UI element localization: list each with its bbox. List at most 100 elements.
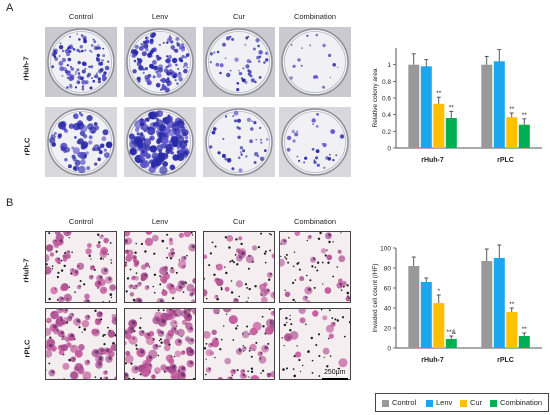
colony-plate-image	[45, 27, 117, 97]
panel-a-col-lenv: Lenv	[151, 12, 169, 21]
panel-b-row-rhuh7: rHuh-7	[21, 258, 31, 283]
invasion-chart-bar-control	[481, 261, 493, 348]
invasion-micrograph-image	[45, 308, 117, 380]
invasion-micrograph-image	[124, 308, 196, 380]
legend-item-control: Control	[382, 398, 416, 407]
colony-plate-svg	[45, 27, 117, 97]
legend-item-lenv: Lenv	[426, 398, 452, 407]
colony-plate-image	[203, 107, 275, 177]
colony-chart-y-tick-label: 0.2	[382, 129, 391, 136]
colony-chart-bar-cur	[506, 117, 518, 148]
invasion-micrograph-svg	[203, 308, 275, 380]
colony-plate-image	[203, 27, 275, 97]
panel-b-col-cur: Cur	[232, 217, 246, 226]
colony-chart-bar-lenv	[420, 66, 432, 148]
colony-plate-image	[279, 107, 351, 177]
colony-chart-y-axis-label: Relative colony area	[372, 68, 379, 127]
panel-b-col-lenv: Lenv	[151, 217, 169, 226]
colony-plate-image	[124, 27, 196, 97]
colony-chart-bar-cur	[433, 103, 445, 148]
panel-a-letter: A	[6, 2, 14, 14]
colony-chart-bar-combination	[518, 124, 530, 148]
legend-swatch-combination	[490, 399, 497, 407]
invasion-chart-y-tick-label: 100	[380, 246, 391, 253]
invasion-chart-y-axis-label: Invaded cell count (/HF)	[372, 263, 379, 332]
legend-swatch-control	[382, 399, 389, 407]
legend-item-combination: Combination	[490, 398, 542, 407]
scale-bar	[322, 378, 348, 380]
colony-plate-svg	[124, 27, 196, 97]
invasion-chart-y-tick-label: 80	[384, 266, 392, 273]
legend-label-lenv: Lenv	[436, 398, 453, 407]
invasion-micrograph-image	[124, 231, 196, 303]
invasion-micrograph-svg	[124, 308, 196, 380]
colony-plate-svg	[124, 107, 196, 177]
invasion-chart-significance-label: **	[522, 326, 528, 333]
invasion-chart-bar-combination	[518, 336, 530, 348]
panel-b-letter: B	[6, 197, 14, 209]
invasion-chart-significance-label: **&	[447, 329, 457, 336]
panel-a-row-rhuh7: rHuh-7	[21, 56, 31, 81]
colony-plate-svg	[203, 27, 275, 97]
colony-plate-svg	[279, 27, 351, 97]
panel-a-col-control: Control	[68, 12, 94, 21]
invasion-chart-y-tick-label: 0	[387, 346, 391, 353]
legend-label-combination: Combination	[500, 398, 543, 407]
invasion-micrograph-image	[279, 308, 351, 380]
colony-chart-y-tick-label: 1	[387, 62, 391, 69]
invasion-micrograph-svg	[203, 231, 275, 303]
colony-plate-svg	[45, 107, 117, 177]
colony-chart-bar-control	[408, 64, 420, 148]
invasion-chart-y-tick-label: 20	[384, 326, 392, 333]
invasion-chart-y-tick-label: 60	[384, 286, 392, 293]
legend-label-cur: Cur	[470, 398, 483, 407]
colony-chart-significance-label: **	[509, 106, 515, 113]
invasion-micrograph-image	[45, 231, 117, 303]
colony-plate-image	[279, 27, 351, 97]
invasion-chart-bar-combination	[445, 339, 457, 348]
colony-plate-image	[124, 107, 196, 177]
panel-b-col-control: Control	[68, 217, 94, 226]
invasion-micrograph-image	[203, 231, 275, 303]
invasion-micrograph-image	[279, 231, 351, 303]
colony-chart-y-tick-label: 0.6	[382, 96, 391, 103]
panel-b-row-rplc: rPLC	[22, 339, 32, 358]
legend-label-control: Control	[392, 398, 417, 407]
invasion-chart-bar-lenv	[493, 258, 505, 348]
invasion-micrograph-svg	[45, 308, 117, 380]
colony-chart-bar-control	[481, 64, 493, 148]
colony-chart-category-label: rHuh-7	[421, 157, 444, 164]
invasion-chart-category-label: rHuh-7	[421, 357, 444, 364]
colony-chart-significance-label: **	[449, 104, 455, 111]
legend-swatch-lenv	[426, 399, 433, 407]
scale-bar-label: 250μm	[323, 369, 347, 376]
invasion-chart-significance-label: *	[437, 288, 440, 295]
panel-b-col-combination: Combination	[293, 217, 337, 226]
invasion-chart-bar-cur	[433, 303, 445, 348]
invasion-chart-significance-label: **	[509, 301, 515, 308]
legend-item-cur: Cur	[460, 398, 482, 407]
colony-chart-bar-combination	[445, 118, 457, 148]
colony-chart-y-tick-label: 0.4	[382, 112, 391, 119]
colony-chart-bar-lenv	[493, 61, 505, 148]
invasion-micrograph-svg	[279, 308, 351, 380]
colony-chart-y-tick-label: 0	[387, 146, 391, 153]
invasion-micrograph-image	[203, 308, 275, 380]
chart-legend: Control Lenv Cur Combination	[375, 393, 549, 412]
colony-chart-category-label: rPLC	[497, 157, 514, 164]
invasion-chart-bar-cur	[506, 312, 518, 348]
colony-plate-svg	[203, 107, 275, 177]
panel-a-col-cur: Cur	[232, 12, 246, 21]
invasion-chart-y-tick-label: 40	[384, 306, 392, 313]
colony-chart-significance-label: **	[522, 112, 528, 119]
panel-a-row-rplc: rPLC	[22, 137, 32, 156]
colony-plate-svg	[279, 107, 351, 177]
invaded-cell-chart: 0 20 40 60 80 100 Invaded cell count (/HF) * **&…	[372, 244, 542, 364]
colony-chart-significance-label: **	[436, 90, 442, 97]
colony-plate-image	[45, 107, 117, 177]
legend-swatch-cur	[460, 399, 467, 407]
invasion-micrograph-svg	[45, 231, 117, 303]
invasion-chart-bar-lenv	[420, 282, 432, 348]
invasion-chart-bar-control	[408, 266, 420, 348]
colony-chart-y-tick-label: 0.8	[382, 79, 391, 86]
